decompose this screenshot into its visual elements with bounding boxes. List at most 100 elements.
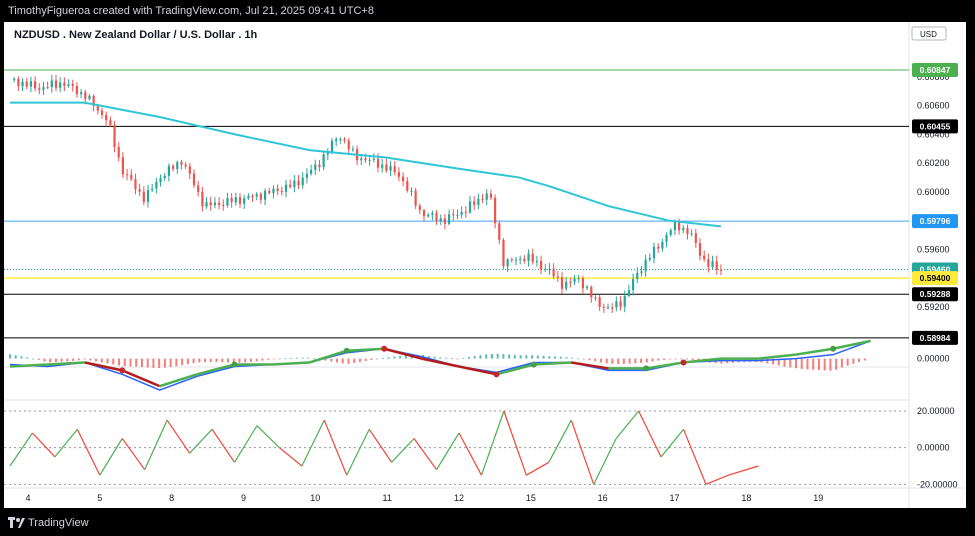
chart-svg[interactable]: NZDUSD . New Zealand Dollar / U.S. Dolla…	[4, 22, 966, 508]
candle-body	[414, 190, 417, 206]
candle-body	[510, 259, 513, 261]
candle-body	[25, 81, 28, 87]
macd-histogram-bar	[112, 358, 115, 365]
macd-histogram-bar	[829, 358, 832, 371]
oscillator-line-segment	[728, 465, 759, 476]
candle-body	[71, 83, 74, 87]
tradingview-logo-icon	[8, 517, 25, 528]
macd-histogram-bar	[450, 358, 453, 360]
macd-histogram-bar	[118, 358, 121, 366]
macd-histogram-bar	[209, 358, 212, 362]
candle-body	[435, 213, 438, 222]
macd-histogram-bar	[479, 355, 482, 359]
candle-body	[581, 278, 585, 289]
candle-body	[473, 201, 476, 205]
macd-histogram-bar	[502, 354, 505, 359]
candle-body	[263, 190, 267, 200]
candle-body	[481, 198, 484, 200]
price-tick-label: 0.60000	[917, 187, 950, 197]
price-tick-label: 0.60200	[917, 158, 950, 168]
candle-body	[506, 259, 509, 267]
candle-body	[611, 307, 614, 309]
oscillator-line-segment	[9, 432, 33, 467]
signal-line-segment	[84, 361, 123, 372]
macd-histogram-bar	[536, 355, 539, 359]
candle-body	[230, 198, 233, 203]
candle-body	[251, 196, 254, 198]
macd-histogram-bar	[295, 357, 298, 359]
macd-histogram-bar	[634, 358, 637, 364]
macd-histogram-bar	[364, 358, 367, 362]
macd-histogram-bar	[140, 358, 143, 368]
macd-line	[9, 340, 871, 391]
macd-histogram-bar	[60, 358, 63, 362]
level-badge	[912, 271, 958, 286]
macd-histogram-bar	[175, 358, 178, 367]
macd-histogram-bar	[404, 355, 407, 359]
candle-body	[627, 290, 631, 296]
footer-bar: TradingView	[0, 512, 975, 536]
macd-histogram-bar	[227, 358, 230, 363]
candle-body	[514, 259, 518, 261]
candle-body	[209, 202, 212, 206]
macd-histogram-bar	[77, 358, 80, 361]
macd-histogram-bar	[691, 358, 694, 361]
macd-histogram-bar	[9, 354, 11, 359]
oscillator-line-segment	[503, 410, 527, 476]
candle-body	[38, 88, 41, 90]
candle-body	[556, 276, 559, 278]
macd-histogram-bar	[347, 358, 350, 364]
price-tick-label: 0.60400	[917, 129, 950, 139]
candle-body	[602, 306, 605, 308]
candle-body	[669, 230, 672, 235]
macd-histogram-bar	[330, 358, 333, 362]
level-badge-label: 0.59400	[920, 273, 951, 283]
candle-body	[259, 193, 263, 200]
candle-body	[238, 197, 242, 204]
macd-histogram-bar	[852, 358, 855, 364]
level-badge-label: 0.60847	[920, 65, 951, 75]
oscillator-line-segment	[413, 438, 438, 471]
candle-body	[339, 138, 342, 140]
time-tick-label: 11	[382, 493, 391, 503]
macd-histogram-bar	[617, 358, 620, 364]
candle-body	[309, 169, 313, 174]
oscillator-tick-label: 0.00000	[917, 443, 950, 453]
candle-body	[201, 191, 204, 207]
time-tick-label: 17	[670, 493, 680, 503]
signal-line-segment	[496, 363, 535, 376]
candle-body	[686, 227, 689, 235]
candle-body	[422, 210, 426, 217]
macd-histogram-bar	[267, 358, 270, 360]
oscillator-line-segment	[570, 419, 595, 485]
candle-body	[243, 198, 246, 204]
candle-body	[468, 201, 472, 213]
signal-line-segment	[458, 365, 497, 376]
candle-body	[351, 149, 355, 151]
macd-histogram-bar	[393, 356, 396, 359]
candle-body	[640, 271, 643, 273]
macd-histogram-bar	[43, 358, 46, 362]
time-tick-label: 19	[813, 493, 823, 503]
candle-body	[347, 140, 350, 150]
cross-marker-down	[493, 371, 500, 378]
macd-histogram-bar	[95, 358, 98, 362]
macd-histogram-bar	[657, 358, 660, 361]
macd-histogram-bar	[399, 355, 402, 359]
time-tick-label: 4	[25, 493, 30, 503]
macd-histogram-bar	[49, 358, 52, 363]
candle-body	[21, 81, 24, 87]
macd-histogram-bar	[324, 358, 327, 361]
candle-body	[142, 191, 145, 202]
macd-histogram-bar	[789, 358, 792, 368]
candle-body	[314, 164, 317, 170]
macd-histogram-bar	[542, 355, 545, 359]
candle-body	[305, 173, 309, 178]
candle-body	[661, 241, 664, 249]
level-badge	[912, 63, 958, 78]
macd-histogram-bar	[433, 356, 436, 359]
time-tick-label: 9	[241, 493, 246, 503]
oscillator-line-segment	[593, 438, 617, 485]
candle-body	[711, 261, 714, 267]
macd-histogram-bar	[341, 358, 344, 364]
